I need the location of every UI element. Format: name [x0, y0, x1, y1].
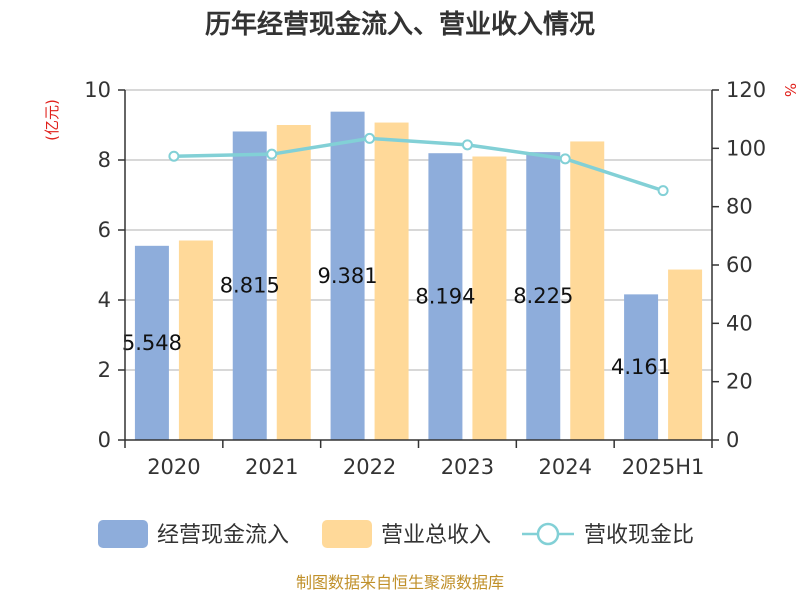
x-tick-label: 2023: [441, 455, 494, 479]
left-tick-label: 0: [98, 428, 111, 452]
bar-营业总收入: [374, 122, 409, 441]
legend-label: 营收现金比: [584, 523, 694, 548]
data-label: 9.381: [318, 264, 378, 288]
ratio-point: [168, 150, 180, 162]
right-tick-label: 80: [726, 195, 753, 219]
right-tick-label: 60: [726, 253, 753, 277]
data-label: 5.548: [122, 331, 182, 355]
ratio-point: [266, 148, 278, 160]
chart-title: 历年经营现金流入、营业收入情况: [205, 9, 595, 40]
right-tick-label: 100: [726, 136, 766, 160]
legend-label: 营业总收入: [381, 523, 491, 548]
right-tick-label: 40: [726, 311, 753, 335]
left-tick-label: 4: [98, 288, 111, 312]
right-tick-label: 0: [726, 428, 739, 452]
grid: [125, 89, 712, 371]
right-axis-unit: %: [781, 83, 799, 97]
x-tick-label: 2024: [539, 455, 592, 479]
source-note: 制图数据来自恒生聚源数据库: [296, 573, 504, 592]
left-tick-label: 6: [98, 218, 111, 242]
left-tick-label: 10: [84, 78, 111, 102]
x-tick-label: 2022: [343, 455, 396, 479]
left-tick-label: 8: [98, 148, 111, 172]
bar-营业总收入: [570, 141, 605, 440]
left-axis-unit: (亿元): [43, 99, 61, 141]
bar-经营现金流入: [232, 131, 267, 440]
bar-经营现金流入: [624, 294, 659, 440]
bar-经营现金流入: [134, 245, 169, 440]
ratio-point: [364, 132, 376, 144]
data-label: 8.815: [220, 274, 280, 298]
bar-经营现金流入: [526, 152, 561, 440]
ratio-point: [461, 139, 473, 151]
bar-营业总收入: [472, 156, 507, 440]
data-label: 8.225: [513, 284, 573, 308]
legend-marker: [536, 522, 560, 546]
x-tick-label: 2021: [245, 455, 298, 479]
ratio-line: [168, 132, 669, 197]
bar-经营现金流入: [330, 111, 365, 440]
legend-swatch: [322, 520, 372, 548]
data-labels: 5.548 8.815 9.381 8.194 8.225 4.161: [122, 264, 671, 379]
ratio-line-path: [173, 136, 664, 193]
right-tick-label: 120: [726, 78, 766, 102]
x-tick-label: 2025H1: [622, 455, 705, 479]
data-label: 4.161: [611, 355, 671, 379]
legend: 经营现金流入 营业总收入 营收现金比: [98, 520, 694, 548]
bar-营业总收入: [276, 125, 311, 440]
left-tick-label: 2: [98, 358, 111, 382]
ratio-point: [657, 185, 669, 197]
legend-label: 经营现金流入: [157, 523, 289, 548]
right-tick-label: 20: [726, 370, 753, 394]
bars: [134, 111, 703, 441]
data-label: 8.194: [415, 285, 475, 309]
bar-经营现金流入: [428, 153, 463, 440]
bar-营业总收入: [668, 269, 703, 440]
bar-营业总收入: [178, 240, 213, 440]
x-tick-label: 2020: [147, 455, 200, 479]
legend-swatch: [98, 520, 148, 548]
ratio-point: [559, 153, 571, 165]
